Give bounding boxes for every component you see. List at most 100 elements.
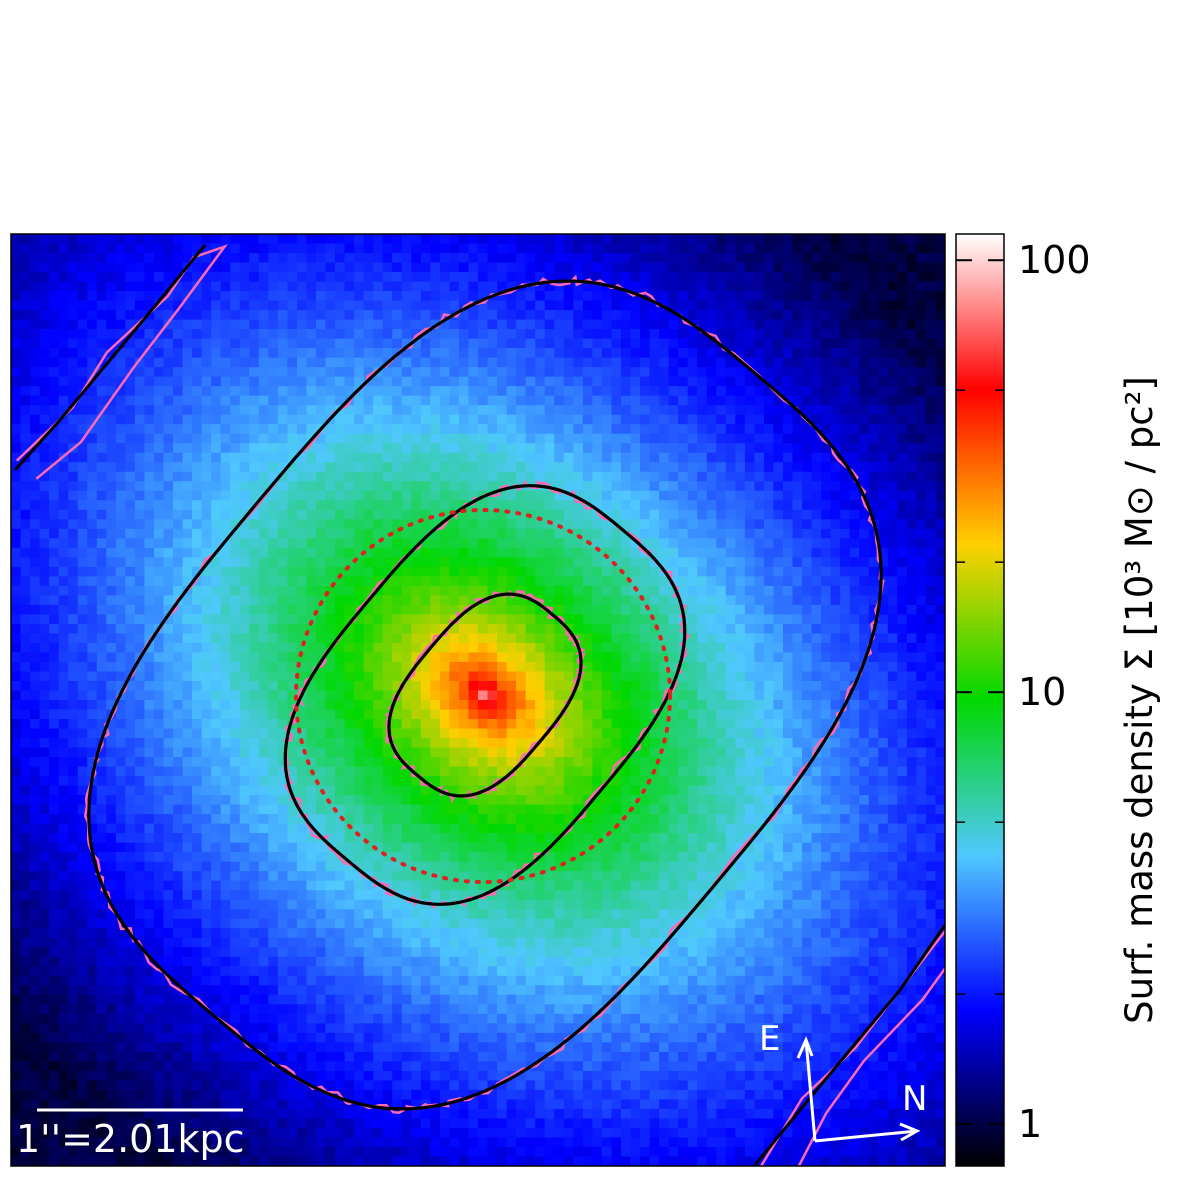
map-pixel xyxy=(630,709,641,720)
map-pixel xyxy=(725,338,736,349)
map-pixel xyxy=(640,395,651,406)
map-pixel xyxy=(58,633,69,644)
map-pixel xyxy=(382,414,393,425)
map-pixel xyxy=(611,272,622,283)
map-pixel xyxy=(782,376,794,387)
map-pixel xyxy=(220,262,231,273)
map-pixel xyxy=(420,500,431,511)
map-pixel xyxy=(659,680,670,692)
map-pixel xyxy=(325,395,336,406)
map-pixel xyxy=(925,243,937,254)
map-pixel xyxy=(754,405,765,416)
map-pixel xyxy=(430,272,441,283)
map-pixel xyxy=(125,566,136,577)
map-pixel xyxy=(220,348,231,359)
map-pixel xyxy=(335,433,346,444)
map-pixel xyxy=(420,433,431,444)
map-pixel xyxy=(563,585,574,596)
map-pixel xyxy=(649,433,660,444)
map-pixel xyxy=(659,557,670,568)
map-pixel xyxy=(773,253,784,264)
map-pixel xyxy=(535,652,546,663)
map-pixel xyxy=(49,367,60,378)
map-pixel xyxy=(182,471,193,482)
map-pixel xyxy=(420,319,431,330)
map-pixel xyxy=(792,652,803,663)
map-pixel xyxy=(96,500,107,511)
map-pixel xyxy=(620,481,632,492)
map-pixel xyxy=(11,357,22,368)
map-pixel xyxy=(430,519,441,530)
map-pixel xyxy=(487,443,498,454)
map-pixel xyxy=(582,623,593,635)
map-pixel xyxy=(49,585,60,596)
map-pixel xyxy=(840,452,851,463)
map-pixel xyxy=(134,547,146,558)
map-pixel xyxy=(640,528,651,539)
map-pixel xyxy=(382,623,393,635)
map-pixel xyxy=(535,604,546,616)
map-pixel xyxy=(897,281,908,292)
map-pixel xyxy=(744,604,755,616)
map-pixel xyxy=(306,338,317,349)
map-pixel xyxy=(735,367,746,378)
map-pixel xyxy=(430,433,441,444)
map-pixel xyxy=(277,576,288,587)
map-pixel xyxy=(802,338,813,349)
map-pixel xyxy=(58,338,69,349)
map-pixel xyxy=(868,604,879,616)
map-pixel xyxy=(411,500,422,511)
map-pixel xyxy=(382,585,393,596)
map-pixel xyxy=(239,595,250,606)
map-pixel xyxy=(163,690,174,701)
map-pixel xyxy=(30,424,41,435)
map-pixel xyxy=(144,604,155,616)
map-pixel xyxy=(506,405,517,416)
map-pixel xyxy=(220,433,231,444)
map-pixel xyxy=(878,566,889,577)
map-pixel xyxy=(716,614,727,625)
map-pixel xyxy=(401,376,412,387)
map-pixel xyxy=(601,414,613,425)
map-pixel xyxy=(916,671,927,682)
map-pixel xyxy=(782,481,794,492)
map-pixel xyxy=(754,566,765,577)
map-pixel xyxy=(630,367,641,378)
map-pixel xyxy=(11,234,22,245)
map-pixel xyxy=(640,614,651,625)
map-pixel xyxy=(735,709,746,720)
map-pixel xyxy=(868,652,879,663)
map-pixel xyxy=(239,395,250,406)
map-pixel xyxy=(754,652,765,663)
map-pixel xyxy=(697,395,708,406)
map-pixel xyxy=(192,671,203,682)
map-pixel xyxy=(354,481,365,492)
map-pixel xyxy=(897,300,908,311)
map-pixel xyxy=(87,481,98,492)
map-pixel xyxy=(258,300,269,311)
map-pixel xyxy=(344,310,355,321)
map-pixel xyxy=(687,671,698,682)
map-pixel xyxy=(258,642,269,654)
map-pixel xyxy=(249,386,260,397)
map-pixel xyxy=(49,433,60,444)
map-pixel xyxy=(897,253,908,264)
map-pixel xyxy=(230,234,241,245)
map-pixel xyxy=(830,367,841,378)
map-pixel xyxy=(68,585,79,596)
map-pixel xyxy=(554,680,565,692)
map-pixel xyxy=(725,633,736,644)
map-pixel xyxy=(173,234,184,245)
map-pixel xyxy=(373,490,384,501)
map-pixel xyxy=(611,661,622,673)
map-pixel xyxy=(497,310,508,321)
map-pixel xyxy=(249,709,260,720)
map-pixel xyxy=(859,329,870,340)
map-pixel xyxy=(249,281,260,292)
map-pixel xyxy=(354,310,365,321)
map-pixel xyxy=(878,633,889,644)
map-pixel xyxy=(296,661,308,673)
map-pixel xyxy=(211,300,222,311)
map-pixel xyxy=(763,243,775,254)
map-pixel xyxy=(30,528,41,539)
